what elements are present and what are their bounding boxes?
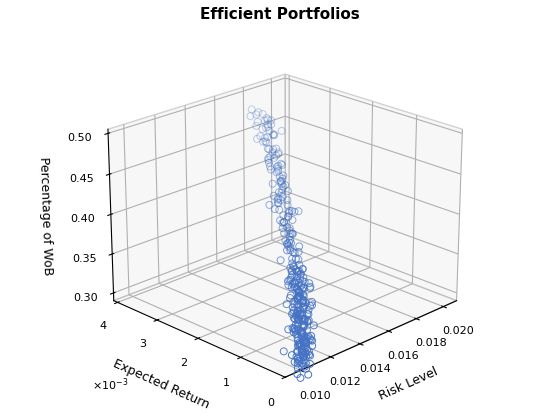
X-axis label: Risk Level: Risk Level <box>377 365 440 403</box>
Text: $\times10^{-3}$: $\times10^{-3}$ <box>92 377 129 394</box>
Title: Efficient Portfolios: Efficient Portfolios <box>200 7 360 22</box>
Y-axis label: Expected Return: Expected Return <box>111 357 212 412</box>
